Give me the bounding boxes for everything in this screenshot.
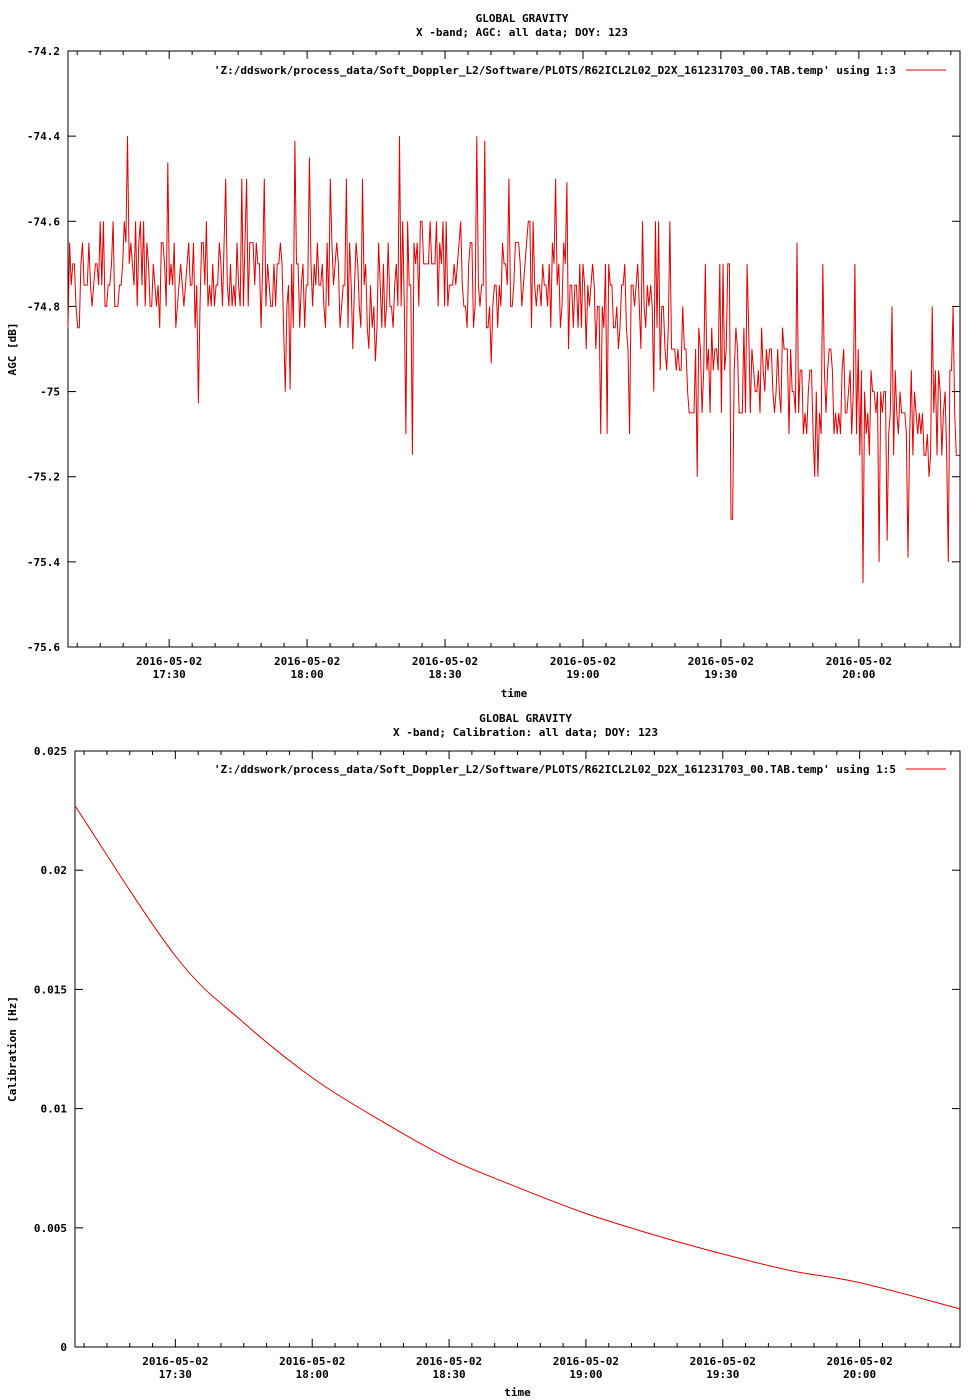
x-tick-time: 18:30 [433, 1368, 466, 1381]
x-tick-time: 19:00 [566, 668, 599, 681]
y-tick-label: -75.6 [27, 641, 60, 654]
x-tick-date: 2016-05-02 [688, 655, 754, 668]
chart-title: GLOBAL GRAVITY [476, 12, 569, 25]
x-tick-date: 2016-05-02 [827, 1355, 893, 1368]
chart-title: GLOBAL GRAVITY [479, 712, 572, 725]
y-axis-label: Calibration [Hz] [6, 996, 19, 1102]
x-tick-date: 2016-05-02 [550, 655, 616, 668]
y-tick-label: -75.4 [27, 556, 60, 569]
y-axis-label: AGC [dB] [6, 323, 19, 376]
x-tick-time: 19:30 [704, 668, 737, 681]
legend-label: 'Z:/ddswork/process_data/Soft_Doppler_L2… [214, 64, 896, 77]
x-tick-date: 2016-05-02 [142, 1355, 208, 1368]
y-tick-label: 0.02 [41, 864, 68, 877]
x-tick-time: 18:00 [291, 668, 324, 681]
x-tick-time: 19:30 [706, 1368, 739, 1381]
y-tick-label: 0.01 [41, 1103, 68, 1116]
chart-subtitle: X -band; Calibration: all data; DOY: 123 [393, 726, 658, 739]
plot-frame [74, 750, 961, 1348]
chart-subtitle: X -band; AGC: all data; DOY: 123 [416, 26, 628, 39]
x-tick-date: 2016-05-02 [690, 1355, 756, 1368]
y-tick-label: 0.015 [34, 983, 67, 996]
y-tick-label: -75.2 [27, 471, 60, 484]
y-tick-label: -74.8 [27, 300, 60, 313]
x-tick-time: 17:30 [153, 668, 186, 681]
y-tick-label: -75 [40, 386, 60, 399]
y-tick-label: -74.4 [27, 130, 60, 143]
x-tick-time: 20:00 [842, 668, 875, 681]
x-tick-time: 19:00 [569, 1368, 602, 1381]
y-tick-label: 0.025 [34, 745, 67, 758]
x-axis-label: time [501, 687, 528, 700]
x-tick-time: 17:30 [159, 1368, 192, 1381]
x-tick-time: 18:30 [428, 668, 461, 681]
x-tick-time: 18:00 [296, 1368, 329, 1381]
x-axis-label: time [504, 1386, 531, 1399]
x-tick-date: 2016-05-02 [826, 655, 892, 668]
y-tick-label: 0.005 [34, 1222, 67, 1235]
legend-label: 'Z:/ddswork/process_data/Soft_Doppler_L2… [214, 763, 896, 776]
y-tick-label: 0 [60, 1341, 67, 1354]
series-line [67, 136, 960, 584]
x-tick-date: 2016-05-02 [279, 1355, 345, 1368]
x-tick-date: 2016-05-02 [412, 655, 478, 668]
plot-frame [67, 50, 961, 648]
x-tick-date: 2016-05-02 [553, 1355, 619, 1368]
x-tick-time: 20:00 [843, 1368, 876, 1381]
x-tick-date: 2016-05-02 [274, 655, 340, 668]
x-tick-date: 2016-05-02 [136, 655, 202, 668]
x-tick-date: 2016-05-02 [416, 1355, 482, 1368]
series-line [74, 805, 961, 1310]
y-tick-label: -74.6 [27, 215, 60, 228]
y-tick-label: -74.2 [27, 45, 60, 58]
